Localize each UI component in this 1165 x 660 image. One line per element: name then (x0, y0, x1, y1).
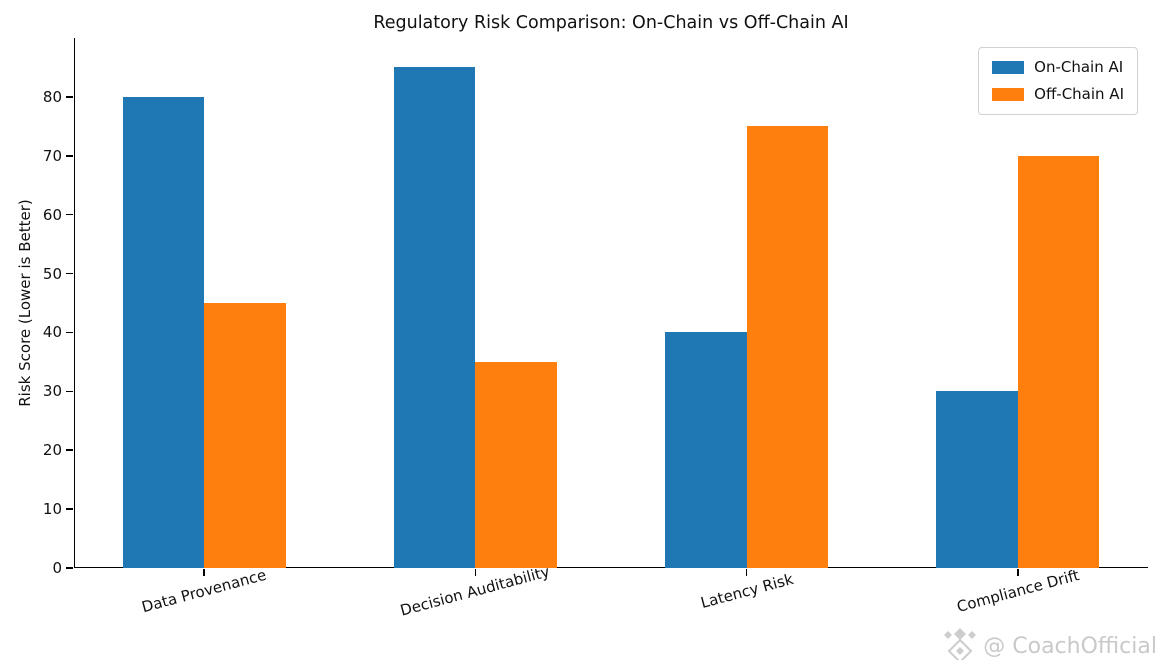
chart-title: Regulatory Risk Comparison: On-Chain vs … (373, 13, 849, 33)
y-tick-label: 30 (42, 382, 62, 401)
y-tick-label: 10 (42, 500, 62, 519)
bar-on-chain-ai-1 (394, 67, 476, 568)
legend-label-onchain: On-Chain AI (1034, 58, 1124, 76)
y-tick-mark (66, 96, 73, 98)
x-tick-mark (1017, 569, 1019, 576)
y-axis-label: Risk Score (Lower is Better) (16, 199, 34, 407)
y-tick-mark (66, 390, 73, 393)
bar-off-chain-ai-0 (204, 303, 286, 568)
bar-off-chain-ai-3 (1017, 155, 1100, 568)
bar-off-chain-ai-2 (746, 126, 828, 568)
y-tick-label: 0 (52, 559, 62, 577)
x-tick-mark (474, 569, 477, 576)
legend: On-Chain AI Off-Chain AI (978, 47, 1138, 115)
y-tick-mark (66, 567, 73, 569)
legend-label-offchain: Off-Chain AI (1034, 85, 1124, 103)
watermark: @ CoachOfficial (942, 626, 1157, 660)
legend-swatch-offchain (992, 88, 1025, 101)
legend-entry-offchain: Off-Chain AI (992, 86, 1124, 103)
bar-on-chain-ai-0 (122, 96, 205, 568)
y-tick-mark (66, 154, 73, 157)
y-tick-label: 50 (42, 264, 62, 283)
y-tick-label: 60 (42, 205, 62, 224)
x-tick-mark (745, 569, 748, 576)
bar-on-chain-ai-2 (665, 332, 747, 568)
x-tick-mark (203, 569, 205, 576)
y-tick-mark (66, 508, 73, 510)
y-tick-mark (66, 331, 73, 334)
bar-off-chain-ai-1 (475, 361, 557, 568)
bar-on-chain-ai-3 (936, 391, 1018, 568)
y-tick-label: 40 (42, 323, 62, 342)
diamond-ornament-icon (944, 628, 977, 660)
y-tick-mark (66, 449, 73, 452)
y-tick-label: 80 (42, 87, 62, 106)
y-tick-mark (66, 272, 73, 275)
watermark-text: @ CoachOfficial (983, 633, 1157, 659)
plot-area (74, 38, 1148, 568)
y-tick-label: 70 (42, 146, 62, 165)
y-tick-mark (66, 213, 73, 216)
legend-swatch-onchain (992, 61, 1025, 74)
y-tick-label: 20 (42, 441, 62, 460)
legend-entry-onchain: On-Chain AI (992, 59, 1124, 76)
